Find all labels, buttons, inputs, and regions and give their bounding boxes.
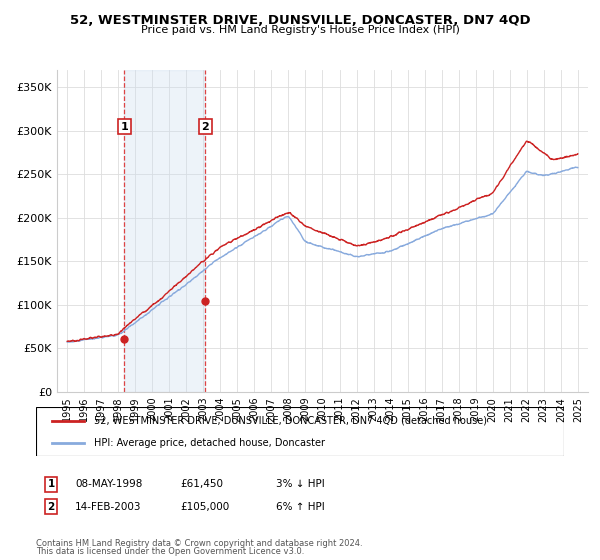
Text: 14-FEB-2003: 14-FEB-2003	[75, 502, 142, 512]
Text: Contains HM Land Registry data © Crown copyright and database right 2024.: Contains HM Land Registry data © Crown c…	[36, 539, 362, 548]
Text: 6% ↑ HPI: 6% ↑ HPI	[276, 502, 325, 512]
Bar	[124, 70, 205, 392]
Text: 52, WESTMINSTER DRIVE, DUNSVILLE, DONCASTER, DN7 4QD (detached house): 52, WESTMINSTER DRIVE, DUNSVILLE, DONCAS…	[94, 416, 487, 426]
Text: 2: 2	[202, 122, 209, 132]
Text: £61,450: £61,450	[180, 479, 223, 489]
Text: 1: 1	[47, 479, 55, 489]
Text: HPI: Average price, detached house, Doncaster: HPI: Average price, detached house, Donc…	[94, 437, 325, 447]
Text: 08-MAY-1998: 08-MAY-1998	[75, 479, 142, 489]
Text: 2: 2	[47, 502, 55, 512]
Text: Price paid vs. HM Land Registry's House Price Index (HPI): Price paid vs. HM Land Registry's House …	[140, 25, 460, 35]
Text: 1: 1	[121, 122, 128, 132]
Text: 3% ↓ HPI: 3% ↓ HPI	[276, 479, 325, 489]
Text: This data is licensed under the Open Government Licence v3.0.: This data is licensed under the Open Gov…	[36, 547, 304, 556]
Text: 52, WESTMINSTER DRIVE, DUNSVILLE, DONCASTER, DN7 4QD: 52, WESTMINSTER DRIVE, DUNSVILLE, DONCAS…	[70, 14, 530, 27]
Text: £105,000: £105,000	[180, 502, 229, 512]
